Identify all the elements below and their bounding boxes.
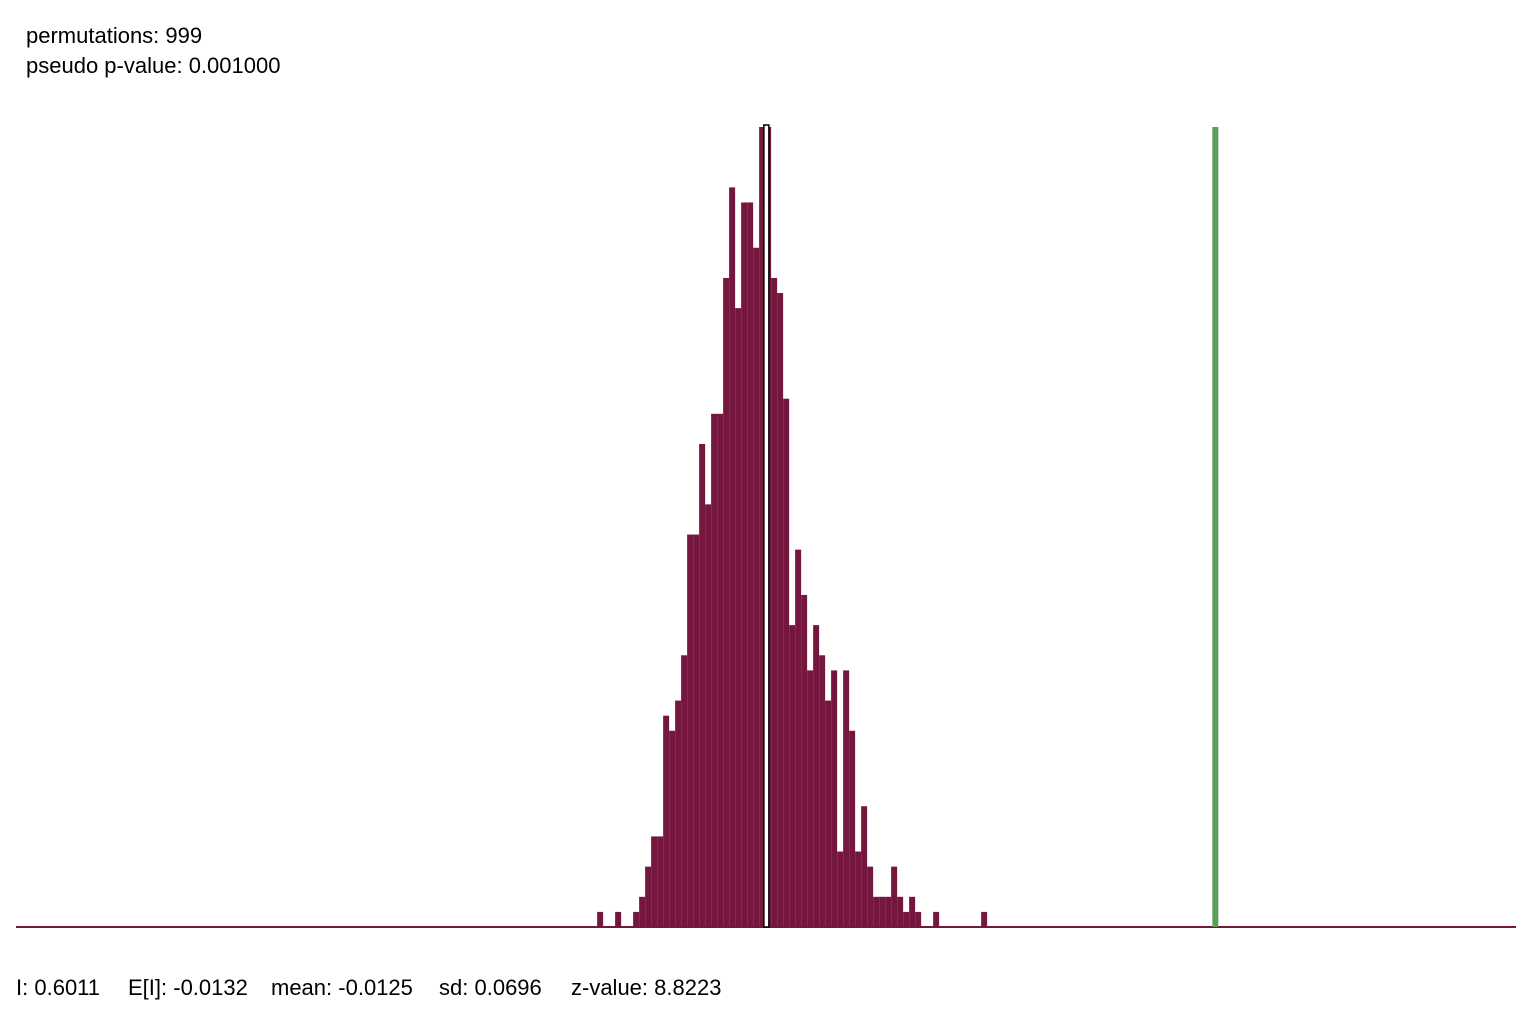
histogram-bar bbox=[819, 655, 826, 927]
histogram-bar bbox=[651, 836, 658, 927]
histogram-bar bbox=[735, 308, 742, 927]
histogram-bar bbox=[771, 277, 778, 928]
histogram-bar bbox=[675, 700, 682, 927]
histogram-bar bbox=[891, 866, 898, 927]
histogram-bar bbox=[981, 911, 988, 927]
info-line: permutations: 999 bbox=[26, 23, 202, 48]
histogram-bar bbox=[687, 534, 694, 927]
histogram-bar bbox=[933, 911, 940, 927]
stat-value: 8.8223 bbox=[654, 975, 721, 1000]
histogram-bar bbox=[645, 866, 652, 927]
histogram-bar bbox=[909, 896, 916, 927]
stat-label: z-value: bbox=[571, 975, 648, 1000]
info-line: pseudo p-value: 0.001000 bbox=[26, 53, 280, 78]
histogram-bar bbox=[741, 202, 748, 928]
histogram-bar bbox=[789, 625, 796, 927]
histogram-bar bbox=[843, 670, 850, 927]
histogram-bar bbox=[597, 911, 604, 927]
observed-line bbox=[1212, 127, 1219, 927]
histogram-bar bbox=[747, 202, 754, 928]
histogram-bar bbox=[639, 896, 646, 927]
stat-value: -0.0125 bbox=[338, 975, 413, 1000]
histogram-bar bbox=[795, 549, 802, 927]
info-value: 0.001000 bbox=[189, 53, 281, 78]
histogram-bar bbox=[711, 413, 718, 927]
histogram-bar bbox=[867, 866, 874, 927]
stat-value: -0.0132 bbox=[173, 975, 248, 1000]
histogram-bar bbox=[807, 670, 814, 927]
stat-label: sd: bbox=[439, 975, 468, 1000]
info-label: permutations: bbox=[26, 23, 159, 48]
info-label: pseudo p-value: bbox=[26, 53, 183, 78]
stat-value: 0.0696 bbox=[474, 975, 541, 1000]
mean-marker bbox=[763, 124, 770, 928]
histogram-bar bbox=[801, 594, 808, 927]
histogram-bar bbox=[873, 896, 880, 927]
histogram-bar bbox=[855, 851, 862, 927]
stat-label: mean: bbox=[271, 975, 332, 1000]
histogram-bar bbox=[783, 398, 790, 927]
histogram-bar bbox=[657, 836, 664, 927]
histogram-bar bbox=[825, 700, 832, 927]
stat-label: E[I]: bbox=[128, 975, 167, 1000]
histogram-bar bbox=[615, 911, 622, 927]
histogram-bar bbox=[633, 911, 640, 927]
stat-label: I: bbox=[16, 975, 28, 1000]
histogram-bar bbox=[693, 534, 700, 927]
histogram-bar bbox=[837, 851, 844, 927]
histogram-bar bbox=[717, 413, 724, 927]
stat-value: 0.6011 bbox=[34, 975, 100, 1000]
histogram-bar bbox=[885, 896, 892, 927]
histogram-bar bbox=[777, 293, 784, 928]
histogram-bar bbox=[903, 911, 910, 927]
histogram-bar bbox=[813, 625, 820, 927]
histogram-bar bbox=[663, 715, 670, 927]
histogram-bar bbox=[849, 730, 856, 927]
histogram-bar bbox=[705, 504, 712, 927]
histogram-bar bbox=[759, 127, 766, 927]
histogram-bar bbox=[753, 247, 760, 928]
histogram-bar bbox=[681, 655, 688, 927]
histogram-bar bbox=[723, 277, 730, 928]
histogram-bar bbox=[669, 730, 676, 927]
histogram-bar bbox=[879, 896, 886, 927]
histogram-bar bbox=[729, 187, 736, 927]
stats-line: I: 0.6011 E[I]: -0.0132 mean: -0.0125 sd: 0… bbox=[16, 975, 721, 1000]
histogram-bar bbox=[915, 911, 922, 927]
histogram-bar bbox=[699, 443, 706, 927]
histogram-bar bbox=[897, 896, 904, 927]
histogram-bar bbox=[861, 806, 868, 927]
histogram-bar bbox=[831, 670, 838, 927]
info-value: 999 bbox=[165, 23, 202, 48]
